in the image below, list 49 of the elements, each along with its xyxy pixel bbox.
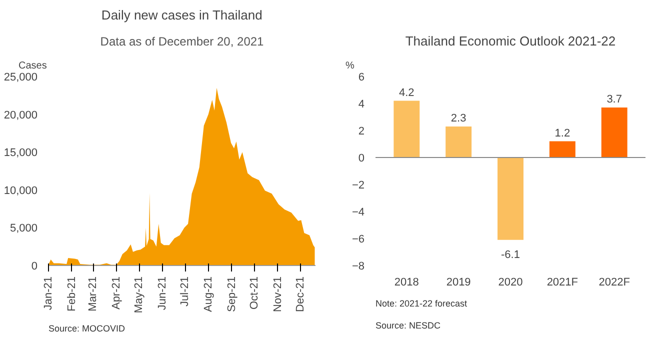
bar bbox=[601, 108, 628, 158]
y-axis-title: Cases bbox=[18, 60, 47, 72]
y-tick-label: −2 bbox=[352, 180, 365, 192]
bar bbox=[549, 141, 576, 158]
chart-title: Thailand Economic Outlook 2021-22 bbox=[405, 34, 616, 48]
x-tick-label: Aug-21 bbox=[202, 276, 214, 312]
source-note: Source: NESDC bbox=[376, 320, 442, 330]
x-tick-label: Oct-21 bbox=[248, 276, 260, 310]
bar bbox=[498, 158, 524, 240]
text: Note: 2021-22 forecast bbox=[376, 298, 468, 308]
bar bbox=[394, 100, 420, 158]
x-tick-label: Nov-21 bbox=[272, 276, 284, 312]
x-tick-label: 2022F bbox=[598, 276, 630, 288]
x-tick-label: Jan-21 bbox=[42, 276, 54, 310]
y-tick-label: −8 bbox=[352, 260, 365, 272]
x-tick-label: 2018 bbox=[394, 276, 419, 288]
x-tick-label: 2020 bbox=[498, 276, 523, 288]
bar bbox=[446, 126, 472, 158]
x-tick-label: Sep-21 bbox=[226, 276, 238, 312]
y-tick-label: 0 bbox=[31, 260, 38, 272]
x-tick-label: May-21 bbox=[133, 276, 146, 314]
data-label: 1.2 bbox=[554, 127, 570, 140]
x-tick-label: Feb-21 bbox=[66, 276, 78, 312]
y-tick-label: 20,000 bbox=[4, 109, 38, 122]
y-tick-label: −6 bbox=[352, 234, 365, 246]
chart-subtitle: Data as of December 20, 2021 bbox=[100, 34, 264, 48]
y-tick-label: 15,000 bbox=[4, 147, 38, 160]
x-tick-label: Mar-21 bbox=[87, 276, 99, 312]
y-tick-label: 10,000 bbox=[4, 184, 38, 197]
x-tick-label: Dec-21 bbox=[294, 276, 306, 312]
y-tick-label: −4 bbox=[352, 206, 365, 218]
y-tick-label: 25,000 bbox=[4, 72, 38, 84]
y-tick-label: 4 bbox=[358, 98, 365, 110]
data-label: -6.1 bbox=[501, 248, 520, 261]
y-tick-label: 0 bbox=[358, 152, 365, 164]
x-tick-label: Apr-21 bbox=[110, 276, 122, 310]
source-note: Source: MOCOVID bbox=[48, 324, 126, 334]
y-axis-title: % bbox=[346, 60, 354, 72]
y-tick-label: 2 bbox=[358, 126, 365, 138]
data-label: 2.3 bbox=[450, 112, 466, 124]
x-tick-label: 2021F bbox=[546, 276, 578, 288]
y-tick-label: 5,000 bbox=[10, 222, 38, 235]
x-tick-label: Jun-21 bbox=[156, 276, 168, 310]
y-tick-label: 6 bbox=[358, 72, 365, 84]
data-label: 4.2 bbox=[399, 86, 414, 99]
x-tick-label: Jul-21 bbox=[179, 276, 192, 306]
x-tick-label: 2019 bbox=[446, 276, 471, 288]
data-label: 3.7 bbox=[606, 94, 622, 106]
chart-title: Daily new cases in Thailand bbox=[101, 8, 262, 22]
